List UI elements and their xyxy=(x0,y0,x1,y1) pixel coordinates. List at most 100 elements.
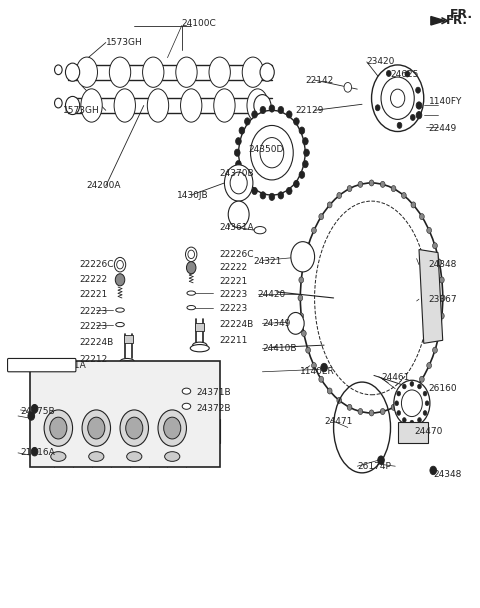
Circle shape xyxy=(278,106,284,114)
Circle shape xyxy=(411,202,416,208)
Circle shape xyxy=(440,295,445,301)
Circle shape xyxy=(287,313,304,334)
Text: 22226C: 22226C xyxy=(80,260,114,269)
Circle shape xyxy=(319,213,324,219)
Circle shape xyxy=(299,313,304,319)
Circle shape xyxy=(425,401,429,406)
Text: 22222: 22222 xyxy=(80,275,108,285)
Ellipse shape xyxy=(116,308,124,312)
Circle shape xyxy=(299,127,305,134)
Ellipse shape xyxy=(254,227,266,234)
Text: 1573GH: 1573GH xyxy=(106,38,143,47)
Text: 1140ER: 1140ER xyxy=(300,367,335,376)
Circle shape xyxy=(252,187,257,195)
Ellipse shape xyxy=(182,403,191,409)
Circle shape xyxy=(427,362,432,368)
Circle shape xyxy=(244,181,250,187)
Text: 24321: 24321 xyxy=(253,257,281,266)
Circle shape xyxy=(402,384,406,389)
Circle shape xyxy=(391,404,396,410)
Circle shape xyxy=(432,243,437,249)
Circle shape xyxy=(344,83,352,92)
Bar xyxy=(195,323,204,331)
Circle shape xyxy=(115,274,125,286)
Circle shape xyxy=(287,111,292,118)
Circle shape xyxy=(230,172,247,194)
Text: 26174P: 26174P xyxy=(357,461,391,471)
Circle shape xyxy=(312,362,316,368)
Circle shape xyxy=(55,65,62,75)
Ellipse shape xyxy=(242,57,264,88)
Circle shape xyxy=(287,187,292,195)
Circle shape xyxy=(416,102,422,109)
Circle shape xyxy=(378,456,384,465)
Circle shape xyxy=(298,295,303,301)
Circle shape xyxy=(294,181,299,187)
Text: 22449: 22449 xyxy=(429,124,457,133)
Text: 23367: 23367 xyxy=(429,295,457,303)
Ellipse shape xyxy=(190,345,209,352)
Circle shape xyxy=(185,247,197,261)
Circle shape xyxy=(337,193,342,199)
Circle shape xyxy=(236,137,241,145)
Circle shape xyxy=(416,111,422,119)
Circle shape xyxy=(437,331,442,336)
Circle shape xyxy=(244,118,250,125)
Circle shape xyxy=(299,171,305,178)
Circle shape xyxy=(260,106,266,114)
Circle shape xyxy=(234,149,240,156)
Text: 24420: 24420 xyxy=(258,290,286,299)
Circle shape xyxy=(375,105,380,111)
Text: 22211: 22211 xyxy=(220,336,248,345)
Circle shape xyxy=(401,390,422,416)
Bar xyxy=(124,336,133,343)
Ellipse shape xyxy=(76,57,97,88)
Text: REF.: REF. xyxy=(12,361,33,370)
Ellipse shape xyxy=(165,452,180,461)
Circle shape xyxy=(269,193,275,201)
Circle shape xyxy=(31,447,38,456)
Text: 22221: 22221 xyxy=(220,277,248,286)
Ellipse shape xyxy=(127,452,142,461)
Text: FR.: FR. xyxy=(450,8,473,21)
Text: 24200A: 24200A xyxy=(87,181,121,190)
Circle shape xyxy=(31,404,38,413)
Circle shape xyxy=(397,391,401,396)
Circle shape xyxy=(55,98,62,108)
Circle shape xyxy=(397,410,401,415)
Circle shape xyxy=(401,398,406,404)
Circle shape xyxy=(402,418,406,423)
FancyBboxPatch shape xyxy=(8,359,76,371)
Text: 22224B: 22224B xyxy=(220,320,254,329)
Circle shape xyxy=(369,410,374,416)
Circle shape xyxy=(372,65,424,131)
Circle shape xyxy=(430,466,436,475)
Ellipse shape xyxy=(192,342,207,348)
Ellipse shape xyxy=(118,361,137,368)
Circle shape xyxy=(82,410,110,446)
Ellipse shape xyxy=(109,57,131,88)
Circle shape xyxy=(410,114,415,120)
Circle shape xyxy=(423,391,427,396)
Text: 24375B: 24375B xyxy=(20,407,55,416)
Circle shape xyxy=(423,410,427,415)
Circle shape xyxy=(239,110,305,195)
Text: 22129: 22129 xyxy=(296,106,324,115)
Circle shape xyxy=(418,384,421,389)
Bar xyxy=(30,362,220,468)
Circle shape xyxy=(405,71,410,77)
Circle shape xyxy=(380,409,385,415)
Circle shape xyxy=(301,331,306,336)
Circle shape xyxy=(254,95,271,116)
Ellipse shape xyxy=(182,388,191,394)
Ellipse shape xyxy=(89,452,104,461)
Text: 22142: 22142 xyxy=(305,75,333,85)
Ellipse shape xyxy=(120,359,134,365)
Ellipse shape xyxy=(147,89,168,122)
Circle shape xyxy=(327,202,332,208)
Circle shape xyxy=(50,417,67,439)
Circle shape xyxy=(269,105,275,112)
Ellipse shape xyxy=(176,57,197,88)
Circle shape xyxy=(411,388,416,394)
Text: 1573GH: 1573GH xyxy=(63,106,100,115)
